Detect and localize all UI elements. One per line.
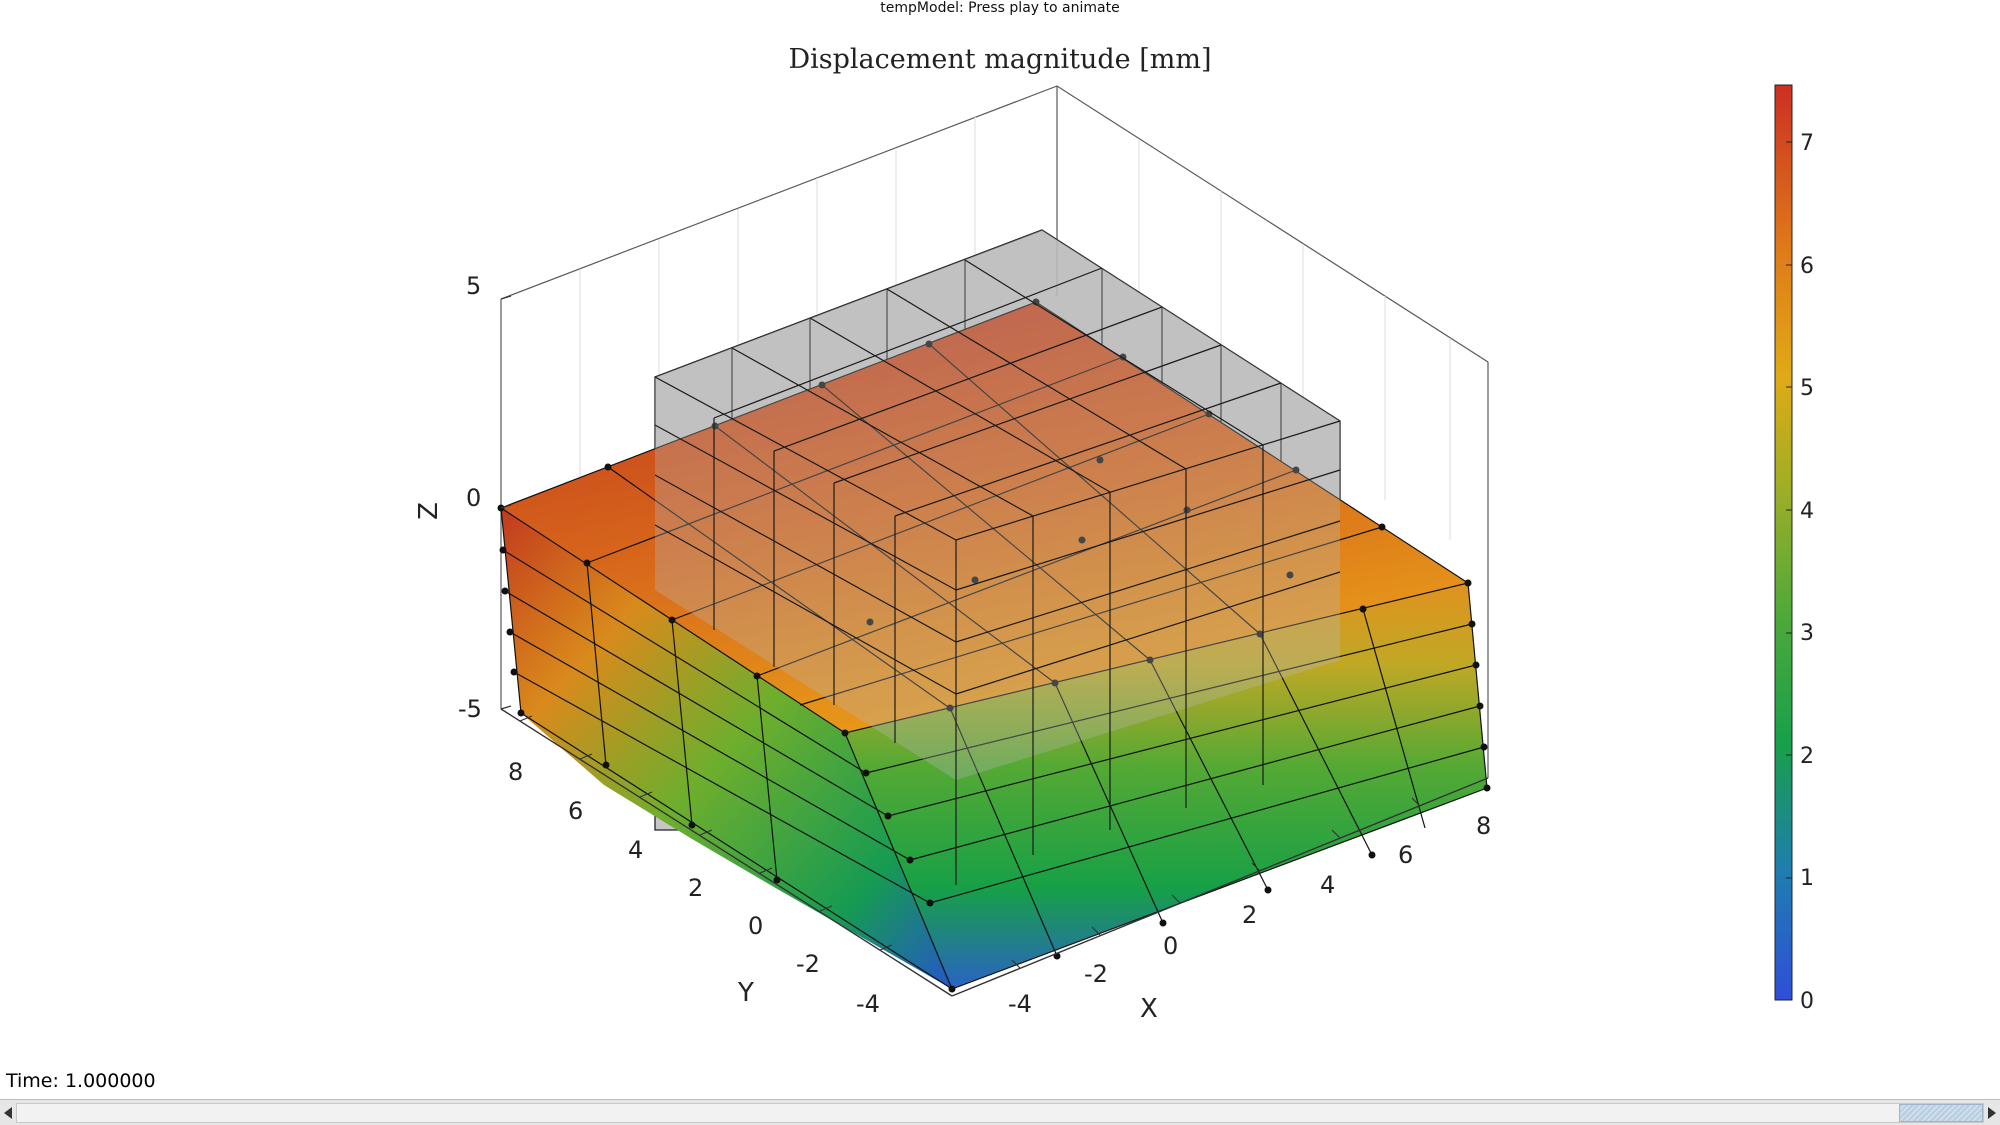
colorbar-tick-label: 3 [1800, 621, 1814, 646]
axes-box-front [500, 708, 1489, 997]
colorbar[interactable] [1774, 84, 1793, 1001]
x-tick-label: 8 [1476, 812, 1492, 840]
left-arrow-icon [4, 1106, 12, 1119]
colorbar-tick-label: 2 [1800, 744, 1814, 769]
scroll-left-button[interactable] [0, 1100, 16, 1125]
colorbar-tick-label: 7 [1800, 131, 1814, 156]
scroll-right-button[interactable] [1984, 1100, 2000, 1125]
z-tick-label: 0 [466, 484, 482, 512]
time-scrollbar[interactable] [0, 1099, 2000, 1125]
x-tick-label: -2 [1084, 960, 1108, 988]
x-tick-label: -4 [1008, 990, 1032, 1018]
colorbar-tick-label: 6 [1800, 254, 1814, 279]
x-tick-label: 0 [1163, 932, 1179, 960]
scroll-track[interactable] [16, 1103, 1984, 1123]
y-axis-label: Y [738, 978, 754, 1008]
plot-title: Displacement magnitude [mm] [788, 44, 1212, 75]
x-tick-label: 2 [1242, 901, 1258, 929]
scroll-thumb[interactable] [1899, 1104, 1983, 1122]
z-tick-label: 5 [466, 272, 482, 300]
y-tick-label: -2 [796, 950, 820, 978]
x-axis-label: X [1140, 994, 1158, 1024]
y-tick-label: -4 [856, 990, 880, 1018]
deformed-body [497, 298, 1491, 993]
colorbar-tick-label: 5 [1800, 376, 1814, 401]
time-readout: Time: 1.000000 [6, 1070, 156, 1092]
y-tick-label: 6 [568, 797, 584, 825]
y-tick-label: 4 [628, 836, 644, 864]
right-arrow-icon [1988, 1106, 1996, 1119]
z-axis-label: Z [413, 502, 444, 520]
colorbar-tick-label: 1 [1800, 866, 1814, 891]
x-tick-label: 6 [1398, 841, 1414, 869]
axes-box-back [500, 85, 1489, 778]
y-tick-label: 8 [508, 758, 524, 786]
y-tick-label: 0 [748, 912, 764, 940]
y-tick-label: 2 [688, 874, 704, 902]
colorbar-tick-label: 0 [1800, 989, 1814, 1014]
window-title: tempModel: Press play to animate [880, 0, 1120, 16]
z-tick-label: -5 [458, 695, 482, 723]
undeformed-box-front [654, 230, 1341, 885]
axis-ticks [500, 295, 1421, 969]
colorbar-tick-label: 4 [1800, 499, 1814, 524]
x-tick-label: 4 [1320, 871, 1336, 899]
